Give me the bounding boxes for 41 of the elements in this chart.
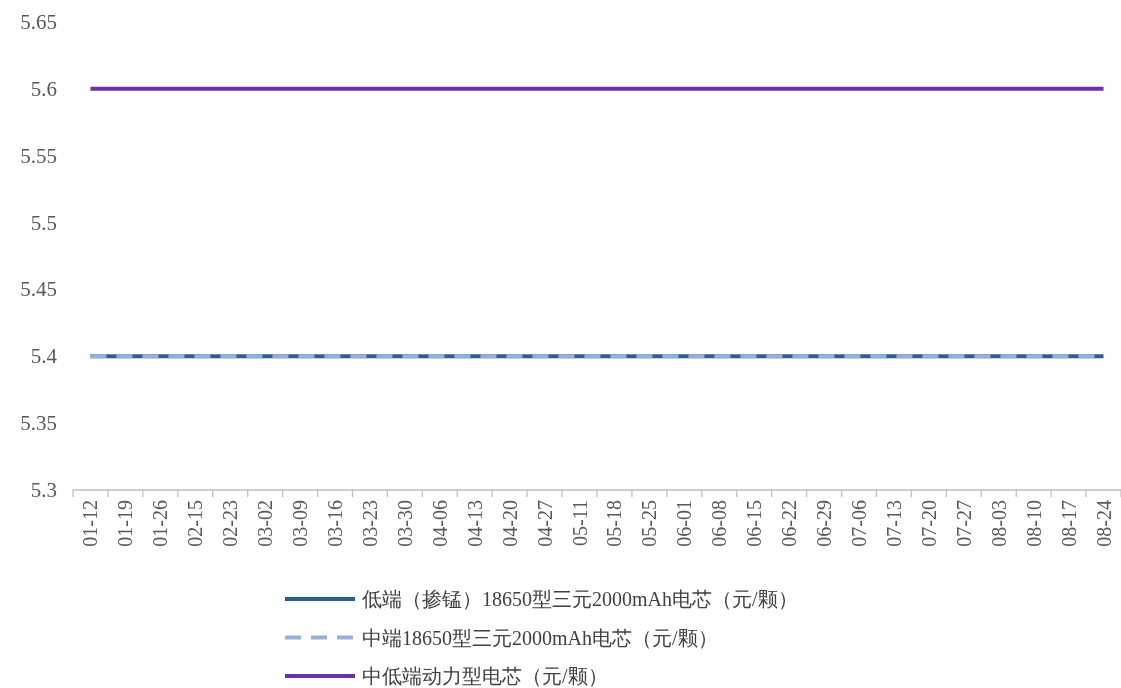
x-tick-label: 05-18	[603, 500, 626, 547]
x-tick-label: 08-10	[1022, 500, 1045, 547]
x-tick-label: 07-27	[952, 500, 975, 547]
x-tick-label: 06-08	[708, 500, 731, 547]
y-tick-label: 5.45	[20, 277, 57, 302]
x-tick-label: 04-13	[463, 500, 486, 547]
x-tick-label: 01-12	[79, 500, 102, 547]
y-tick-label: 5.65	[20, 10, 57, 34]
y-tick-label: 5.55	[20, 143, 57, 168]
x-tick-label: 05-25	[638, 500, 661, 547]
x-tick-label: 04-06	[428, 500, 451, 547]
x-tick-label: 04-20	[498, 500, 521, 547]
x-tick-label: 01-19	[114, 500, 137, 547]
y-tick-label: 5.4	[30, 344, 58, 369]
y-tick-label: 5.35	[20, 411, 57, 436]
x-tick-label: 02-23	[219, 500, 242, 547]
x-tick-label: 07-13	[882, 500, 905, 547]
x-tick-label: 07-06	[848, 500, 870, 547]
x-tick-label: 06-29	[813, 500, 836, 547]
x-tick-label: 08-24	[1092, 500, 1115, 547]
x-tick-label: 06-22	[778, 500, 801, 547]
x-tick-label: 04-27	[533, 500, 556, 547]
x-tick-label: 03-16	[324, 500, 346, 547]
x-tick-label: 03-09	[289, 500, 312, 547]
x-tick-label: 02-15	[184, 500, 207, 547]
legend-label: 中端18650型三元2000mAh电芯（元/颗）	[362, 626, 718, 649]
x-tick-label: 05-11	[568, 500, 591, 546]
legend-label: 中低端动力型电芯（元/颗）	[362, 665, 608, 687]
x-tick-label: 08-17	[1057, 500, 1080, 547]
x-tick-label: 08-03	[987, 500, 1010, 547]
y-tick-label: 5.6	[30, 76, 57, 101]
x-tick-label: 03-23	[358, 500, 381, 547]
legend-label: 低端（掺锰）18650型三元2000mAh电芯（元/颗）	[362, 588, 798, 610]
x-tick-label: 03-30	[393, 500, 416, 547]
x-tick-label: 06-01	[673, 500, 696, 547]
x-tick-label: 06-15	[743, 500, 766, 547]
y-tick-label: 5.5	[30, 210, 57, 235]
x-tick-label: 03-02	[254, 500, 277, 547]
y-tick-label: 5.3	[30, 478, 57, 502]
x-tick-label: 01-26	[149, 500, 172, 547]
x-tick-label: 07-20	[917, 500, 940, 547]
